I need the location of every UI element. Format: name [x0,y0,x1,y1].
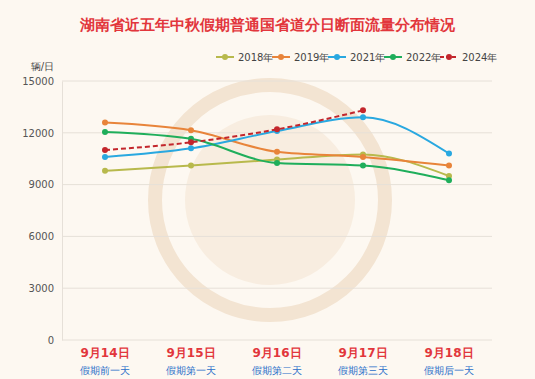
legend-label: 2018年 [238,52,273,63]
legend-marker [334,54,340,60]
x-tick-note: 假期第三天 [338,365,388,376]
y-tick: 12000 [22,128,62,139]
y-tick: 6000 [29,231,62,242]
y-tick-label: 3000 [29,283,54,294]
grid-line [62,184,492,185]
series-marker [360,114,366,120]
y-axis-line [62,82,63,341]
series-marker [360,163,366,169]
series-line [105,122,449,165]
legend-item: 2022年 [384,52,441,63]
x-tick-note: 假期后一天 [424,365,474,376]
legend-label: 2019年 [294,52,329,63]
y-tick-label: 6000 [29,231,54,242]
x-tick-label: 9月16日 [252,346,301,360]
series-marker [274,126,280,132]
series-marker [188,127,194,133]
y-tick-label: 12000 [22,128,54,139]
y-tick: 9000 [29,179,62,190]
series-marker [360,107,366,113]
legend-marker [390,54,396,60]
series-marker [102,147,108,153]
x-tick-label: 9月15日 [166,346,215,360]
series-marker [188,145,194,151]
y-tick: 3000 [29,283,62,294]
y-tick-label: 9000 [29,179,54,190]
background [0,0,535,379]
grid-line [62,81,492,82]
y-tick: 0 [48,335,62,346]
chart: 湖南省近五年中秋假期普通国省道分日断面流量分布情况 0 3000 6000 9000 12… [0,0,535,379]
y-tick-label: 0 [48,335,54,346]
legend-marker [222,54,228,60]
title: 湖南省近五年中秋假期普通国省道分日断面流量分布情况 [79,16,456,34]
series-marker [446,177,452,183]
x-tick-label: 9月17日 [338,346,387,360]
y-axis: 0 3000 6000 9000 12000 15000 [22,76,62,346]
series-marker [102,168,108,174]
y-axis-title: 辆/日 [31,61,54,72]
legend-item: 2024年 [440,52,497,63]
series-marker [188,139,194,145]
series-marker [274,160,280,166]
legend-marker [446,54,452,60]
grid-line [62,340,492,341]
legend-marker [278,54,284,60]
series-line [105,154,449,176]
x-tick-label: 9月14日 [80,346,129,360]
x-tick-note: 假期第二天 [252,365,302,376]
grid-line [62,288,492,289]
legend-item: 2018年 [216,52,273,63]
y-tick-label: 15000 [22,76,54,87]
legend-label: 2022年 [406,52,441,63]
legend-item: 2019年 [272,52,329,63]
series-line [105,117,449,157]
series-marker [102,154,108,160]
series-marker [446,151,452,157]
x-tick-label: 9月18日 [424,346,473,360]
grid [62,81,492,340]
x-axis: 9月14日假期前一天 9月15日假期第一天 9月16日假期第二天 9月17日假期第三天… [80,346,474,376]
series-line [105,110,363,150]
plot-area [102,107,452,183]
x-tick-note: 假期前一天 [80,365,130,376]
legend: 2018年 2019年 2021年 2022年 2024年 [216,52,497,63]
series-marker [102,119,108,125]
series-marker [274,149,280,155]
legend-label: 2021年 [350,52,385,63]
y-tick: 15000 [22,76,62,87]
x-tick-note: 假期第一天 [166,365,216,376]
series-marker [360,154,366,160]
series-marker [102,129,108,135]
series-line [105,132,449,180]
series-marker [446,163,452,169]
legend-label: 2024年 [462,52,497,63]
series-marker [188,163,194,169]
legend-item: 2021年 [328,52,385,63]
watermark [155,85,385,315]
grid-line [62,236,492,237]
